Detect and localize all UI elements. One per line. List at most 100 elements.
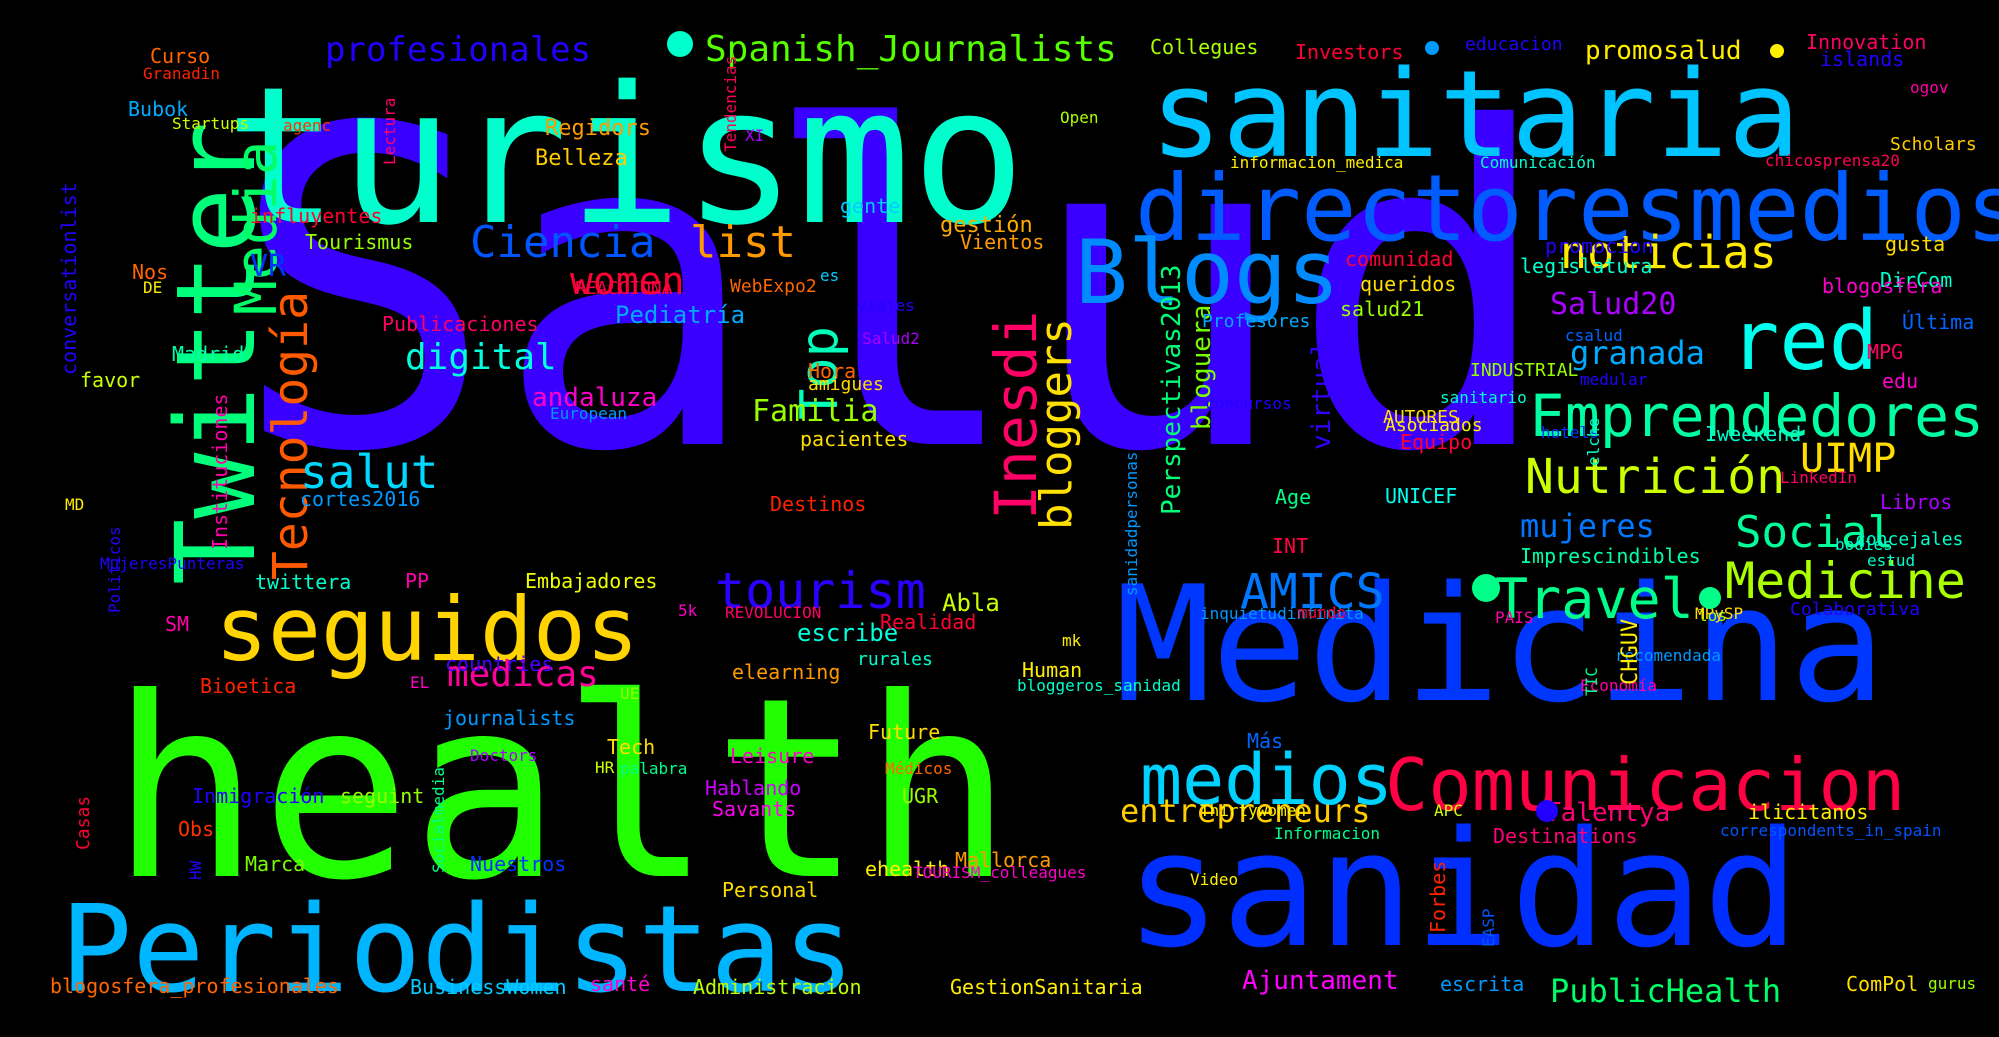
word-curso: Curso xyxy=(150,44,211,69)
word-islands: islands xyxy=(1820,47,1905,72)
word-andaluza: andaluza xyxy=(532,382,658,413)
word-future: Future xyxy=(868,720,941,745)
word-salud: Salud xyxy=(230,35,1555,548)
word-red: red xyxy=(1730,294,1879,390)
word-virtual: virtual xyxy=(1307,340,1338,450)
word-regidors: Regidors xyxy=(545,115,651,141)
word-elearning: elearning xyxy=(732,660,841,685)
word-pacientes: pacientes xyxy=(800,427,909,452)
word-unicef: UNICEF xyxy=(1385,484,1458,509)
word-hw: HW xyxy=(186,860,206,880)
word-periodistas: Periodistas xyxy=(60,881,855,1021)
word-compol: ComPol xyxy=(1846,972,1919,997)
word-human: Human xyxy=(1022,658,1083,683)
word-investors: Investors xyxy=(1295,40,1404,65)
word-concejales: concejales xyxy=(1855,528,1964,550)
word-list: list xyxy=(690,216,796,268)
word-marca: Marca xyxy=(245,852,306,877)
word-concursos: concursos xyxy=(1205,393,1292,413)
word-comunicacion: Comunicación xyxy=(1480,152,1596,172)
word-scholars: Scholars xyxy=(1890,133,1977,155)
word-pp: PP xyxy=(405,569,430,594)
word-apc: APC xyxy=(1434,800,1463,820)
word-escribe: escribe xyxy=(797,619,899,648)
word-european: European xyxy=(550,403,628,423)
word-spanish-journalists: Spanish_Journalists xyxy=(705,28,1117,70)
word-video: Video xyxy=(1190,869,1239,889)
word-revolucion: REVOLUCION xyxy=(725,602,822,622)
word-familia: Familia xyxy=(752,393,879,429)
word-nos: Nos xyxy=(132,260,169,285)
word-gurus: gurus xyxy=(1928,973,1977,993)
word-hotels: hotels xyxy=(1541,422,1599,442)
word-businesswomen: BusinessWomen xyxy=(410,975,567,1000)
word-economia: Economía xyxy=(1580,675,1658,695)
word-rurales: rurales xyxy=(857,648,933,670)
word-tourismus: Tourismus xyxy=(305,230,414,255)
word-amics: AMICS xyxy=(1240,563,1385,620)
word-asociados: Asociados xyxy=(1385,414,1483,436)
word-madrid: Madrid xyxy=(172,342,245,367)
word-conversationlist: conversationlist xyxy=(56,182,81,375)
word-los: los xyxy=(1698,605,1727,625)
word-comunidad: comunidad xyxy=(1345,247,1454,272)
word-comunicacion: Comunicacion xyxy=(1385,742,1906,827)
word-blogosfera-profesionales: blogosfera_profesionales xyxy=(50,974,339,999)
word-personal: Personal xyxy=(722,878,819,903)
word-autores: AUTORES xyxy=(1383,406,1459,428)
word-noticias: noticias xyxy=(1560,225,1777,279)
word-emprendedores: Emprendedores xyxy=(1530,381,1984,450)
word-edu: edu xyxy=(1882,369,1919,394)
word-reacciona: REACCIONA xyxy=(575,277,673,299)
word-medicine: Medicine xyxy=(1725,552,1966,610)
word-imprescindibles: Imprescindibles xyxy=(1520,544,1701,569)
word-ajuntament: Ajuntament xyxy=(1242,965,1399,996)
word-medular: medular xyxy=(1580,369,1648,389)
word-mas: Más xyxy=(1247,729,1284,754)
word-iweekend: Iweekend xyxy=(1705,422,1802,447)
word-medios: medios xyxy=(1140,739,1393,822)
word-cortes2016: cortes2016 xyxy=(300,487,421,512)
word-inquietudinfinita: inquietudinfinita xyxy=(1200,603,1364,623)
word-sante: santé xyxy=(590,972,651,997)
word-ehealth: ehealth xyxy=(865,857,950,882)
word-embajadores: Embajadores xyxy=(525,569,658,594)
word-directoresmedios: directoresmedios xyxy=(1135,155,1999,263)
word-equipo: Equipo xyxy=(1400,430,1473,455)
bullet-dot xyxy=(1472,574,1500,602)
word-mujeres: mujeres xyxy=(1520,507,1655,546)
word-instituciones: Instituciones xyxy=(207,393,232,550)
word-twittera: twittera xyxy=(255,570,352,595)
word-blogs: Blogs xyxy=(1075,221,1340,325)
word-nuestros: Nuestros xyxy=(470,852,567,877)
bullet-dot xyxy=(1536,800,1558,822)
word-talentya: Talentya xyxy=(1545,797,1671,828)
word-countries: countries xyxy=(445,652,554,677)
word-dircom: DirCom xyxy=(1880,268,1953,293)
word-profesores: Profesores xyxy=(1202,310,1311,332)
word-digital: digital xyxy=(405,336,557,378)
word-easp: EASP xyxy=(1479,908,1499,947)
word-open: Open xyxy=(1060,107,1099,127)
word-de: DE xyxy=(143,277,163,297)
word-realidad: Realidad xyxy=(880,610,977,635)
word-vientos: Vientos xyxy=(960,230,1045,255)
word-recomendada: recomendada xyxy=(1615,645,1721,665)
word-thirtywomen: Thirtywomen xyxy=(1200,800,1306,820)
word-savants: Savants xyxy=(712,797,797,822)
word-casas: Casas xyxy=(73,795,95,850)
word-webexpo2: WebExpo2 xyxy=(730,275,817,297)
word-granada: granada xyxy=(1570,334,1705,373)
word-tech: Tech xyxy=(607,735,656,760)
word-es: es xyxy=(820,265,840,285)
word-age: Age xyxy=(1275,485,1312,510)
word-legislatura: legislatura xyxy=(1520,254,1653,279)
word-escrita: escrita xyxy=(1440,972,1525,997)
word-xi: XI xyxy=(745,125,765,145)
word-csalud: csalud xyxy=(1565,325,1623,345)
word-mallorca: Mallorca xyxy=(955,848,1052,873)
word-viajes: viajes xyxy=(857,295,915,315)
word-perspectivas2013: Perspectivas2013 xyxy=(1157,264,1188,515)
word-health: health xyxy=(110,644,1014,935)
word-ciencia: Ciencia xyxy=(470,216,656,268)
